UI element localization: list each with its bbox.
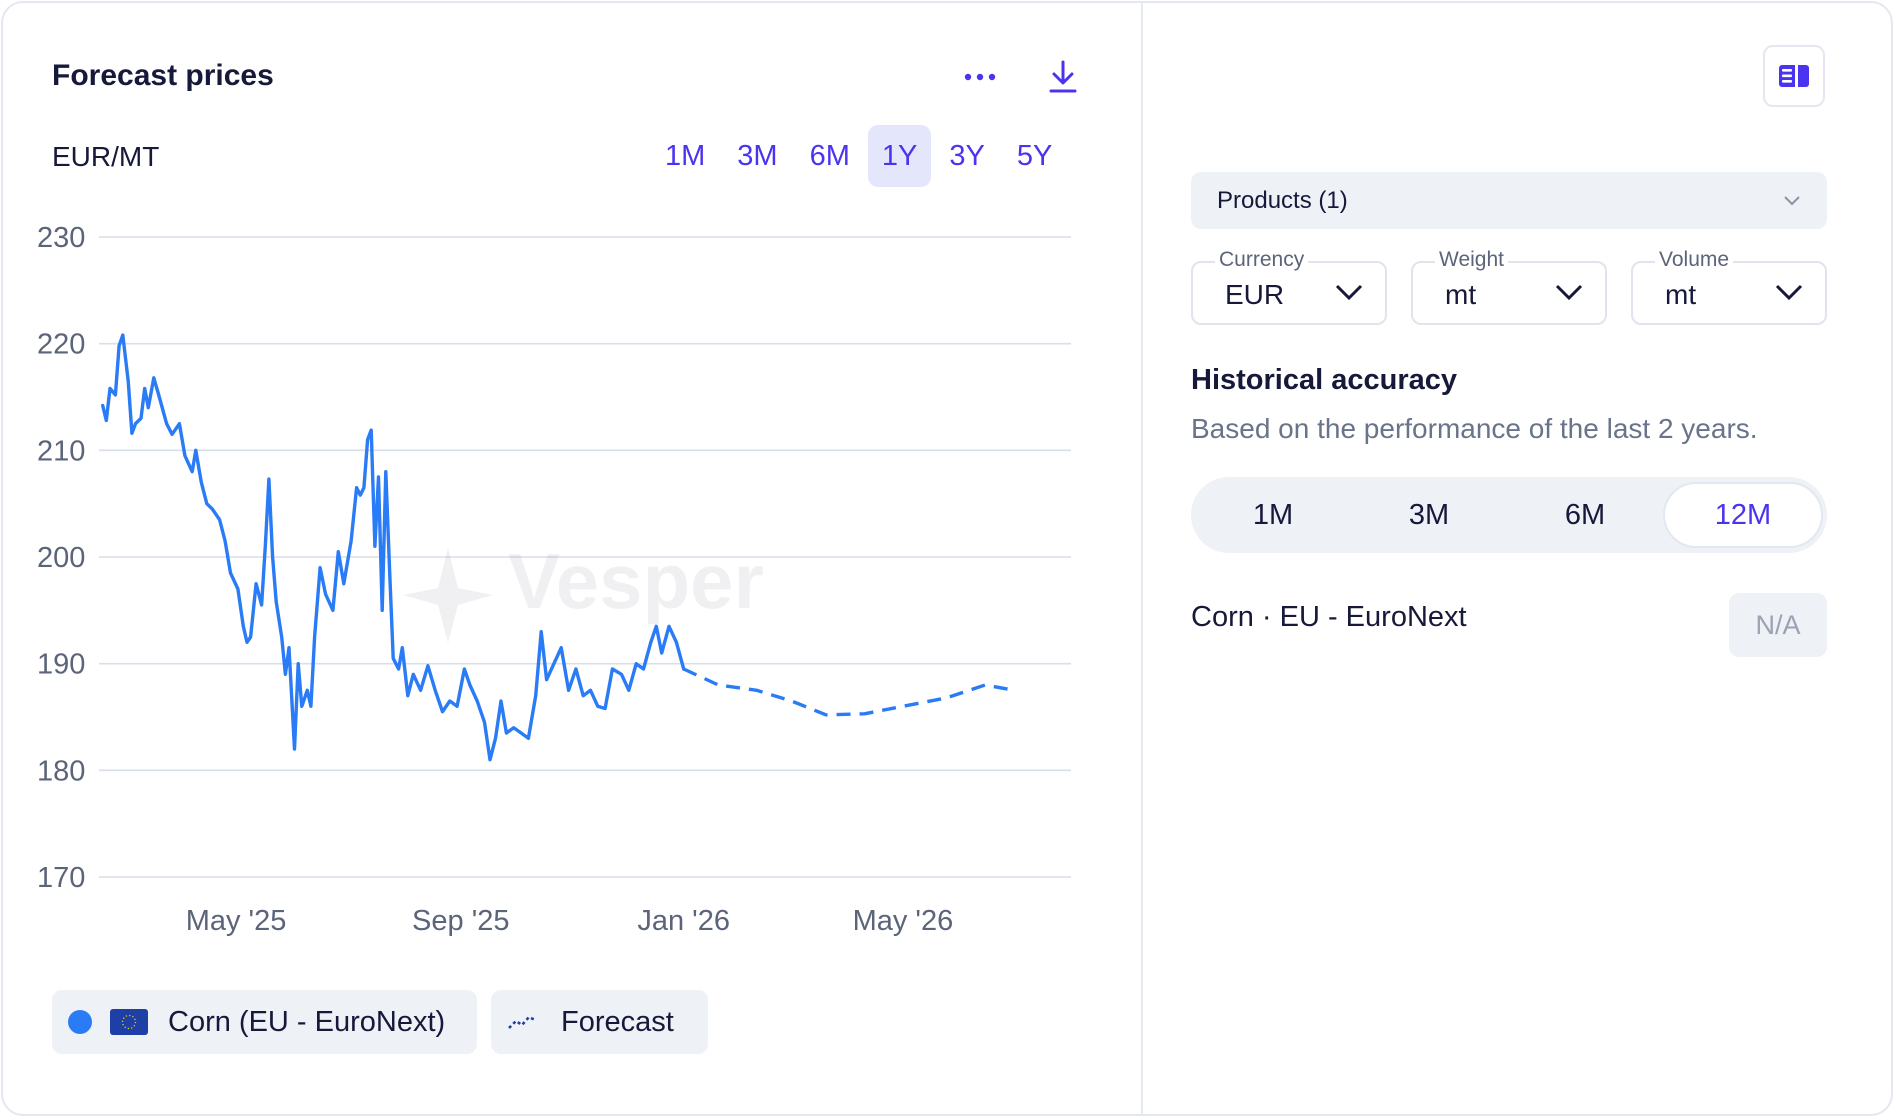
accuracy-tab-1m[interactable]: 1M (1252, 498, 1294, 531)
weight-label: Weight (1435, 248, 1508, 272)
more-dots-icon (964, 73, 996, 81)
y-tick-label: 180 (37, 755, 85, 787)
volume-label: Volume (1655, 248, 1734, 272)
chevron-down-icon (1335, 284, 1363, 301)
range-tab-6m[interactable]: 6M (809, 139, 850, 172)
products-dropdown[interactable]: Products (1) (1191, 172, 1827, 229)
x-axis: May '25 Sep '25 Jan '26 May '26 (186, 905, 954, 937)
watermark-text: Vesper (508, 537, 764, 625)
currency-value: EUR (1225, 279, 1285, 310)
range-tab-3m[interactable]: 3M (737, 139, 778, 172)
series-dot (68, 1010, 92, 1034)
chevron-down-icon (1775, 284, 1803, 301)
currency-label: Currency (1215, 248, 1309, 272)
panel-toggle-icon (1779, 65, 1809, 87)
x-tick-label: Jan '26 (637, 905, 730, 937)
watermark-logo: Vesper (403, 537, 764, 643)
y-tick-label: 170 (37, 862, 85, 894)
accuracy-tab-6m[interactable]: 6M (1564, 498, 1606, 531)
accuracy-subtitle: Based on the performance of the last 2 y… (1191, 413, 1758, 444)
volume-value: mt (1665, 279, 1697, 310)
legend-label: Corn (EU - EuroNext) (168, 1005, 446, 1038)
legend-item-forecast[interactable]: Forecast (491, 990, 708, 1054)
x-tick-label: May '26 (853, 905, 954, 937)
volume-select[interactable]: Volume mt (1631, 248, 1827, 325)
weight-select[interactable]: Weight mt (1411, 248, 1607, 325)
accuracy-tab-3m[interactable]: 3M (1408, 498, 1450, 531)
download-icon (1049, 60, 1077, 93)
y-tick-label: 220 (37, 329, 85, 361)
price-series-line (101, 333, 686, 762)
products-label: Products (1) (1217, 186, 1348, 214)
x-tick-label: Sep '25 (412, 905, 509, 937)
weight-value: mt (1445, 279, 1477, 310)
chevron-down-icon (1555, 284, 1583, 301)
x-tick-label: May '25 (186, 905, 287, 937)
y-tick-label: 200 (37, 542, 85, 574)
trend-dashed-icon (508, 1015, 536, 1029)
price-chart: 230 220 210 200 190 180 170 May '25 Sep '25 Jan … (37, 222, 1071, 937)
panel-toggle-button[interactable] (1763, 45, 1825, 107)
accuracy-value-badge: N/A (1729, 593, 1827, 657)
y-axis: 230 220 210 200 190 180 170 (37, 222, 85, 894)
accuracy-tab-12m[interactable]: 12M (1663, 482, 1823, 548)
eu-flag-icon (110, 1009, 148, 1035)
panel-divider (1141, 3, 1143, 1114)
chart-series (101, 333, 1015, 762)
y-tick-label: 190 (37, 649, 85, 681)
chart-grid (99, 236, 1071, 878)
currency-select[interactable]: Currency EUR (1191, 248, 1387, 325)
more-options-button[interactable] (958, 59, 1002, 95)
chevron-down-icon (1784, 195, 1800, 205)
legend-label: Forecast (561, 1005, 674, 1038)
range-tabs: 1M 3M 6M 1Y 3Y 5Y (651, 125, 1070, 187)
range-tab-1y[interactable]: 1Y (867, 125, 932, 187)
forecast-series-line (682, 667, 1015, 717)
accuracy-period-tabs: 1M 3M 6M 12M (1191, 477, 1827, 553)
y-tick-label: 230 (37, 222, 85, 254)
accuracy-title: Historical accuracy (1191, 364, 1457, 396)
download-button[interactable] (1041, 55, 1085, 99)
unit-label: EUR/MT (52, 141, 160, 172)
page-title: Forecast prices (52, 59, 274, 92)
range-tab-3y[interactable]: 3Y (949, 139, 985, 172)
range-tab-1m[interactable]: 1M (665, 139, 706, 172)
legend-item-corn[interactable]: Corn (EU - EuroNext) (52, 990, 478, 1054)
y-tick-label: 210 (37, 435, 85, 467)
accuracy-product-label: Corn · EU - EuroNext (1191, 601, 1467, 633)
range-tab-5y[interactable]: 5Y (1016, 139, 1053, 172)
